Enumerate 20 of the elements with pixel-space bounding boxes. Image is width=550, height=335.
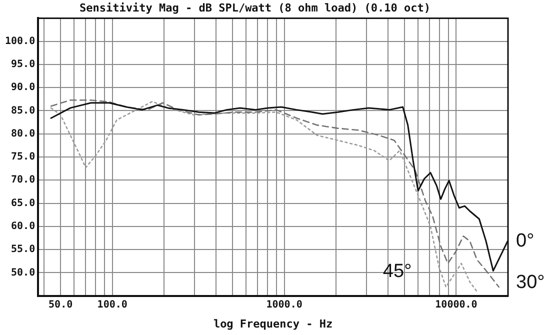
series-label: 0° xyxy=(516,230,534,252)
y-tick-label: 55.0 xyxy=(11,244,36,256)
chart-title: Sensitivity Mag - dB SPL/watt (8 ohm load) (0.10 oct) xyxy=(80,1,430,14)
y-tick-label: 70.0 xyxy=(11,174,36,186)
x-tick-label: 50.0 xyxy=(48,299,73,310)
x-tick-label: 10000.0 xyxy=(435,299,478,310)
y-tick-label: 60.0 xyxy=(11,220,36,232)
y-tick-label: 80.0 xyxy=(11,128,36,140)
series-label: 30° xyxy=(516,272,545,294)
y-tick-label: 65.0 xyxy=(11,198,36,209)
y-tick-label: 85.0 xyxy=(11,105,36,116)
y-tick-label: 75.0 xyxy=(11,152,36,163)
series-label: 45° xyxy=(382,260,412,282)
y-tick-label: 50.0 xyxy=(11,267,36,278)
x-tick-label: 1000.0 xyxy=(266,299,302,310)
y-tick-label: 100.0 xyxy=(4,36,36,47)
x-axis-title: log Frequency - Hz xyxy=(213,317,333,330)
y-tick-label: 90.0 xyxy=(11,82,36,94)
x-tick-label: 100.0 xyxy=(97,299,128,310)
y-tick-label: 95.0 xyxy=(11,59,36,70)
